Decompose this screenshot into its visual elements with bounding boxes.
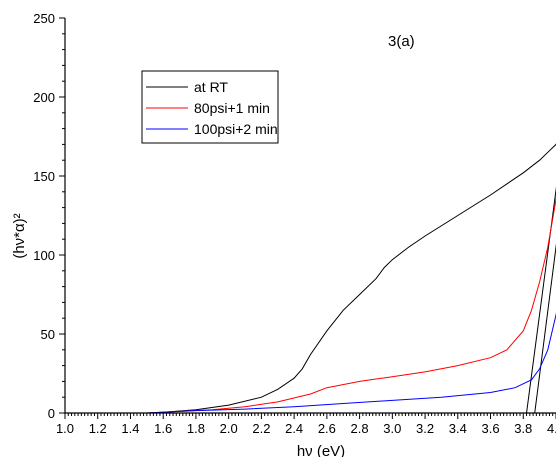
y-tick-label: 200	[33, 90, 55, 105]
x-tick-label: 1.6	[154, 421, 172, 436]
x-axis-title: hν (eV)	[297, 443, 345, 457]
legend-label: at RT	[194, 79, 228, 95]
series-line	[146, 143, 556, 413]
legend-label: 80psi+1 min	[194, 100, 270, 116]
x-tick-label: 3.6	[481, 421, 499, 436]
tick-marks	[59, 17, 556, 419]
x-tick-label: 1.2	[89, 421, 107, 436]
x-tick-label: 3.2	[416, 421, 434, 436]
x-tick-label: 3.8	[514, 421, 532, 436]
x-tick-label: 3.0	[383, 421, 401, 436]
y-axis-title: (hν*α)²	[11, 213, 28, 258]
x-tick-label: 2.6	[318, 421, 336, 436]
legend-label: 100psi+2 min	[194, 121, 278, 137]
legend-box	[141, 70, 279, 144]
x-tick-label: 1.0	[56, 421, 74, 436]
x-tick-label: 2.8	[351, 421, 369, 436]
tangent-line	[534, 243, 556, 413]
y-tick-label: 100	[33, 248, 55, 263]
x-tick-label: 1.8	[187, 421, 205, 436]
x-tick-label: 2.4	[285, 421, 303, 436]
x-tick-label: 4.0	[547, 421, 556, 436]
tick-labels: 1.0 1.2 1.4 1.6 1.8 2.0 2.2 2.4 2.6 2.8 3.0 3.2 3.4 3…	[33, 11, 556, 436]
y-tick-label: 0	[48, 406, 55, 421]
x-tick-label: 1.4	[121, 421, 139, 436]
y-tick-label: 150	[33, 169, 55, 184]
y-tick-label: 250	[33, 11, 55, 26]
x-tick-label: 2.0	[220, 421, 238, 436]
plot-area	[146, 143, 556, 413]
series-line	[146, 196, 556, 413]
y-tick-label: 50	[41, 327, 55, 342]
x-tick-label: 3.4	[449, 421, 467, 436]
series-line	[146, 312, 556, 413]
legend: at RT 80psi+1 min 100psi+2 min	[141, 70, 279, 144]
panel-label: 3(a)	[388, 33, 415, 50]
x-tick-label: 2.2	[252, 421, 270, 436]
